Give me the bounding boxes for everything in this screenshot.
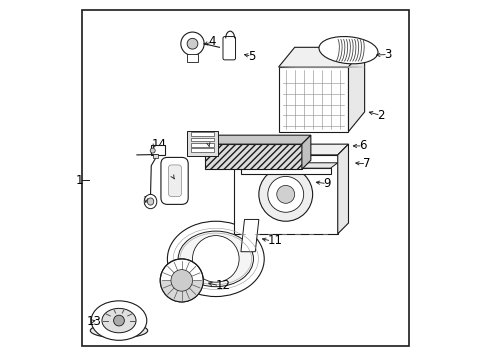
Polygon shape <box>278 67 348 132</box>
Circle shape <box>171 270 192 291</box>
Polygon shape <box>278 47 364 67</box>
Bar <box>190 148 214 152</box>
Text: 1: 1 <box>76 174 83 186</box>
Text: 10: 10 <box>169 170 183 183</box>
Bar <box>187 54 198 62</box>
Bar <box>190 138 214 141</box>
Circle shape <box>258 167 312 221</box>
Circle shape <box>113 315 124 326</box>
Text: 15: 15 <box>142 195 157 208</box>
Ellipse shape <box>144 194 157 209</box>
Polygon shape <box>233 144 348 155</box>
Text: 11: 11 <box>267 234 282 247</box>
Ellipse shape <box>90 323 147 338</box>
Ellipse shape <box>187 39 198 49</box>
Bar <box>190 143 214 147</box>
FancyBboxPatch shape <box>168 165 181 197</box>
Bar <box>150 145 164 155</box>
Text: 4: 4 <box>208 35 216 49</box>
FancyBboxPatch shape <box>223 37 235 60</box>
Circle shape <box>192 235 239 282</box>
Text: 12: 12 <box>215 279 230 292</box>
Ellipse shape <box>167 221 264 297</box>
Circle shape <box>276 185 294 203</box>
Text: 8: 8 <box>204 138 212 150</box>
Text: 13: 13 <box>86 315 102 328</box>
Polygon shape <box>301 135 310 169</box>
Bar <box>152 154 158 158</box>
Text: 6: 6 <box>359 139 366 152</box>
Bar <box>190 132 214 136</box>
Polygon shape <box>204 144 301 169</box>
Text: 2: 2 <box>376 109 384 122</box>
Wedge shape <box>160 280 203 302</box>
Polygon shape <box>187 131 217 156</box>
Ellipse shape <box>178 231 253 287</box>
Polygon shape <box>337 144 348 234</box>
Circle shape <box>150 148 155 153</box>
Ellipse shape <box>102 309 136 333</box>
Circle shape <box>160 259 203 302</box>
Ellipse shape <box>147 198 153 205</box>
Polygon shape <box>204 135 310 144</box>
Ellipse shape <box>181 32 203 55</box>
Ellipse shape <box>318 37 377 64</box>
Text: 14: 14 <box>151 138 166 150</box>
Polygon shape <box>241 168 330 174</box>
Text: 5: 5 <box>247 50 255 63</box>
Polygon shape <box>241 220 258 252</box>
Polygon shape <box>241 163 337 168</box>
Text: 9: 9 <box>323 177 330 190</box>
Text: 3: 3 <box>384 48 391 61</box>
Ellipse shape <box>91 301 146 340</box>
Circle shape <box>267 176 303 212</box>
Text: 7: 7 <box>362 157 369 170</box>
Polygon shape <box>348 47 364 132</box>
Polygon shape <box>233 155 337 234</box>
FancyBboxPatch shape <box>161 157 188 204</box>
